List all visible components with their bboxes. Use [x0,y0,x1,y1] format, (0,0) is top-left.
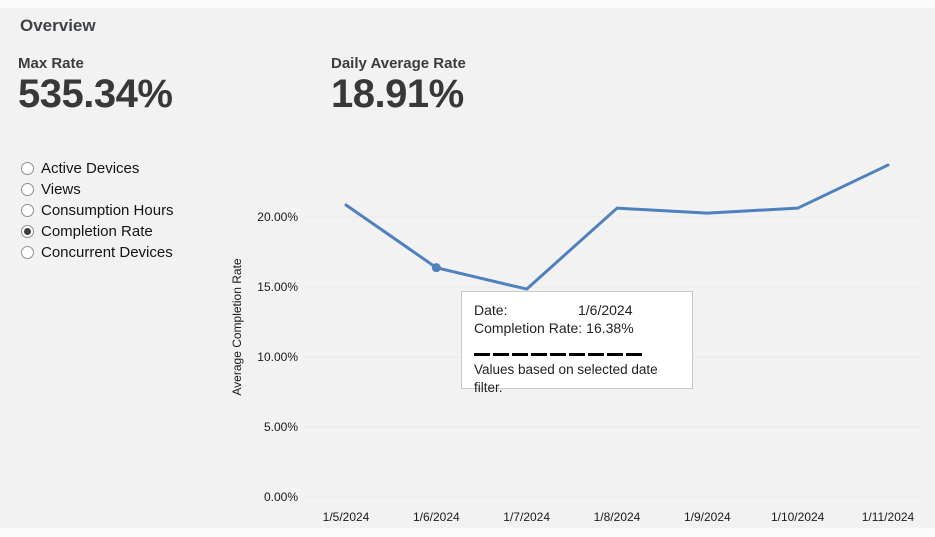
radio-label: Views [41,181,81,198]
x-tick-label: 1/5/2024 [323,510,370,524]
kpi-max-rate-label: Max Rate [18,55,84,72]
window-top-edge [0,0,935,8]
x-tick-label: 1/10/2024 [771,510,825,524]
trend-line[interactable] [344,163,890,291]
window-bottom-edge [0,528,935,537]
radio-unselected-icon[interactable] [21,183,34,196]
data-point-marker[interactable] [431,263,441,273]
x-tick-label: 1/11/2024 [862,510,915,524]
radio-label: Consumption Hours [41,202,174,219]
kpi-max-rate-value: 535.34% [18,72,173,116]
radio-unselected-icon[interactable] [21,204,34,217]
radio-label: Concurrent Devices [41,244,173,261]
tooltip-date-value: 1/6/2024 [578,302,633,318]
radio-option-concurrent-devices[interactable]: Concurrent Devices [21,242,174,263]
y-tick-label: 15.00% [257,280,298,294]
page-title: Overview [20,16,96,35]
radio-option-active-devices[interactable]: Active Devices [21,158,174,179]
y-tick-label: 0.00% [264,490,298,504]
tooltip-rate-row: Completion Rate: 16.38% [474,319,680,337]
y-axis-title: Average Completion Rate [230,258,244,396]
x-tick-label: 1/9/2024 [684,510,731,524]
kpi-daily-average-rate-label: Daily Average Rate [331,55,466,72]
radio-option-completion-rate[interactable]: Completion Rate [21,221,174,242]
kpi-daily-average-rate-value: 18.91% [331,72,464,116]
metric-radio-group: Active Devices Views Consumption Hours Comp… [21,158,174,263]
kpi-max-rate: Max Rate 535.34% [18,55,173,116]
kpi-daily-average-rate: Daily Average Rate 18.91% [331,55,466,116]
x-tick-label: 1/8/2024 [594,510,641,524]
y-tick-label: 20.00% [257,210,298,224]
y-tick-label: 10.00% [257,350,298,364]
radio-selected-icon[interactable] [21,225,34,238]
y-tick-label: 5.00% [264,420,298,434]
tooltip-rate-value: 16.38% [586,320,634,336]
radio-unselected-icon[interactable] [21,162,34,175]
tooltip-note: Values based on selected date filter. [474,362,658,395]
radio-label: Active Devices [41,160,140,177]
x-tick-label: 1/6/2024 [413,510,460,524]
x-tick-label: 1/7/2024 [503,510,550,524]
tooltip-divider [474,353,642,356]
radio-label: Completion Rate [41,223,153,240]
tooltip-date-label: Date: [474,302,508,318]
tooltip-date-row: Date: 1/6/2024 [474,301,680,319]
radio-option-consumption-hours[interactable]: Consumption Hours [21,200,174,221]
tooltip-rate-label: Completion Rate: [474,320,583,336]
radio-unselected-icon[interactable] [21,246,34,259]
radio-option-views[interactable]: Views [21,179,174,200]
chart-tooltip: Date: 1/6/2024 Completion Rate: 16.38% Val… [461,291,693,395]
